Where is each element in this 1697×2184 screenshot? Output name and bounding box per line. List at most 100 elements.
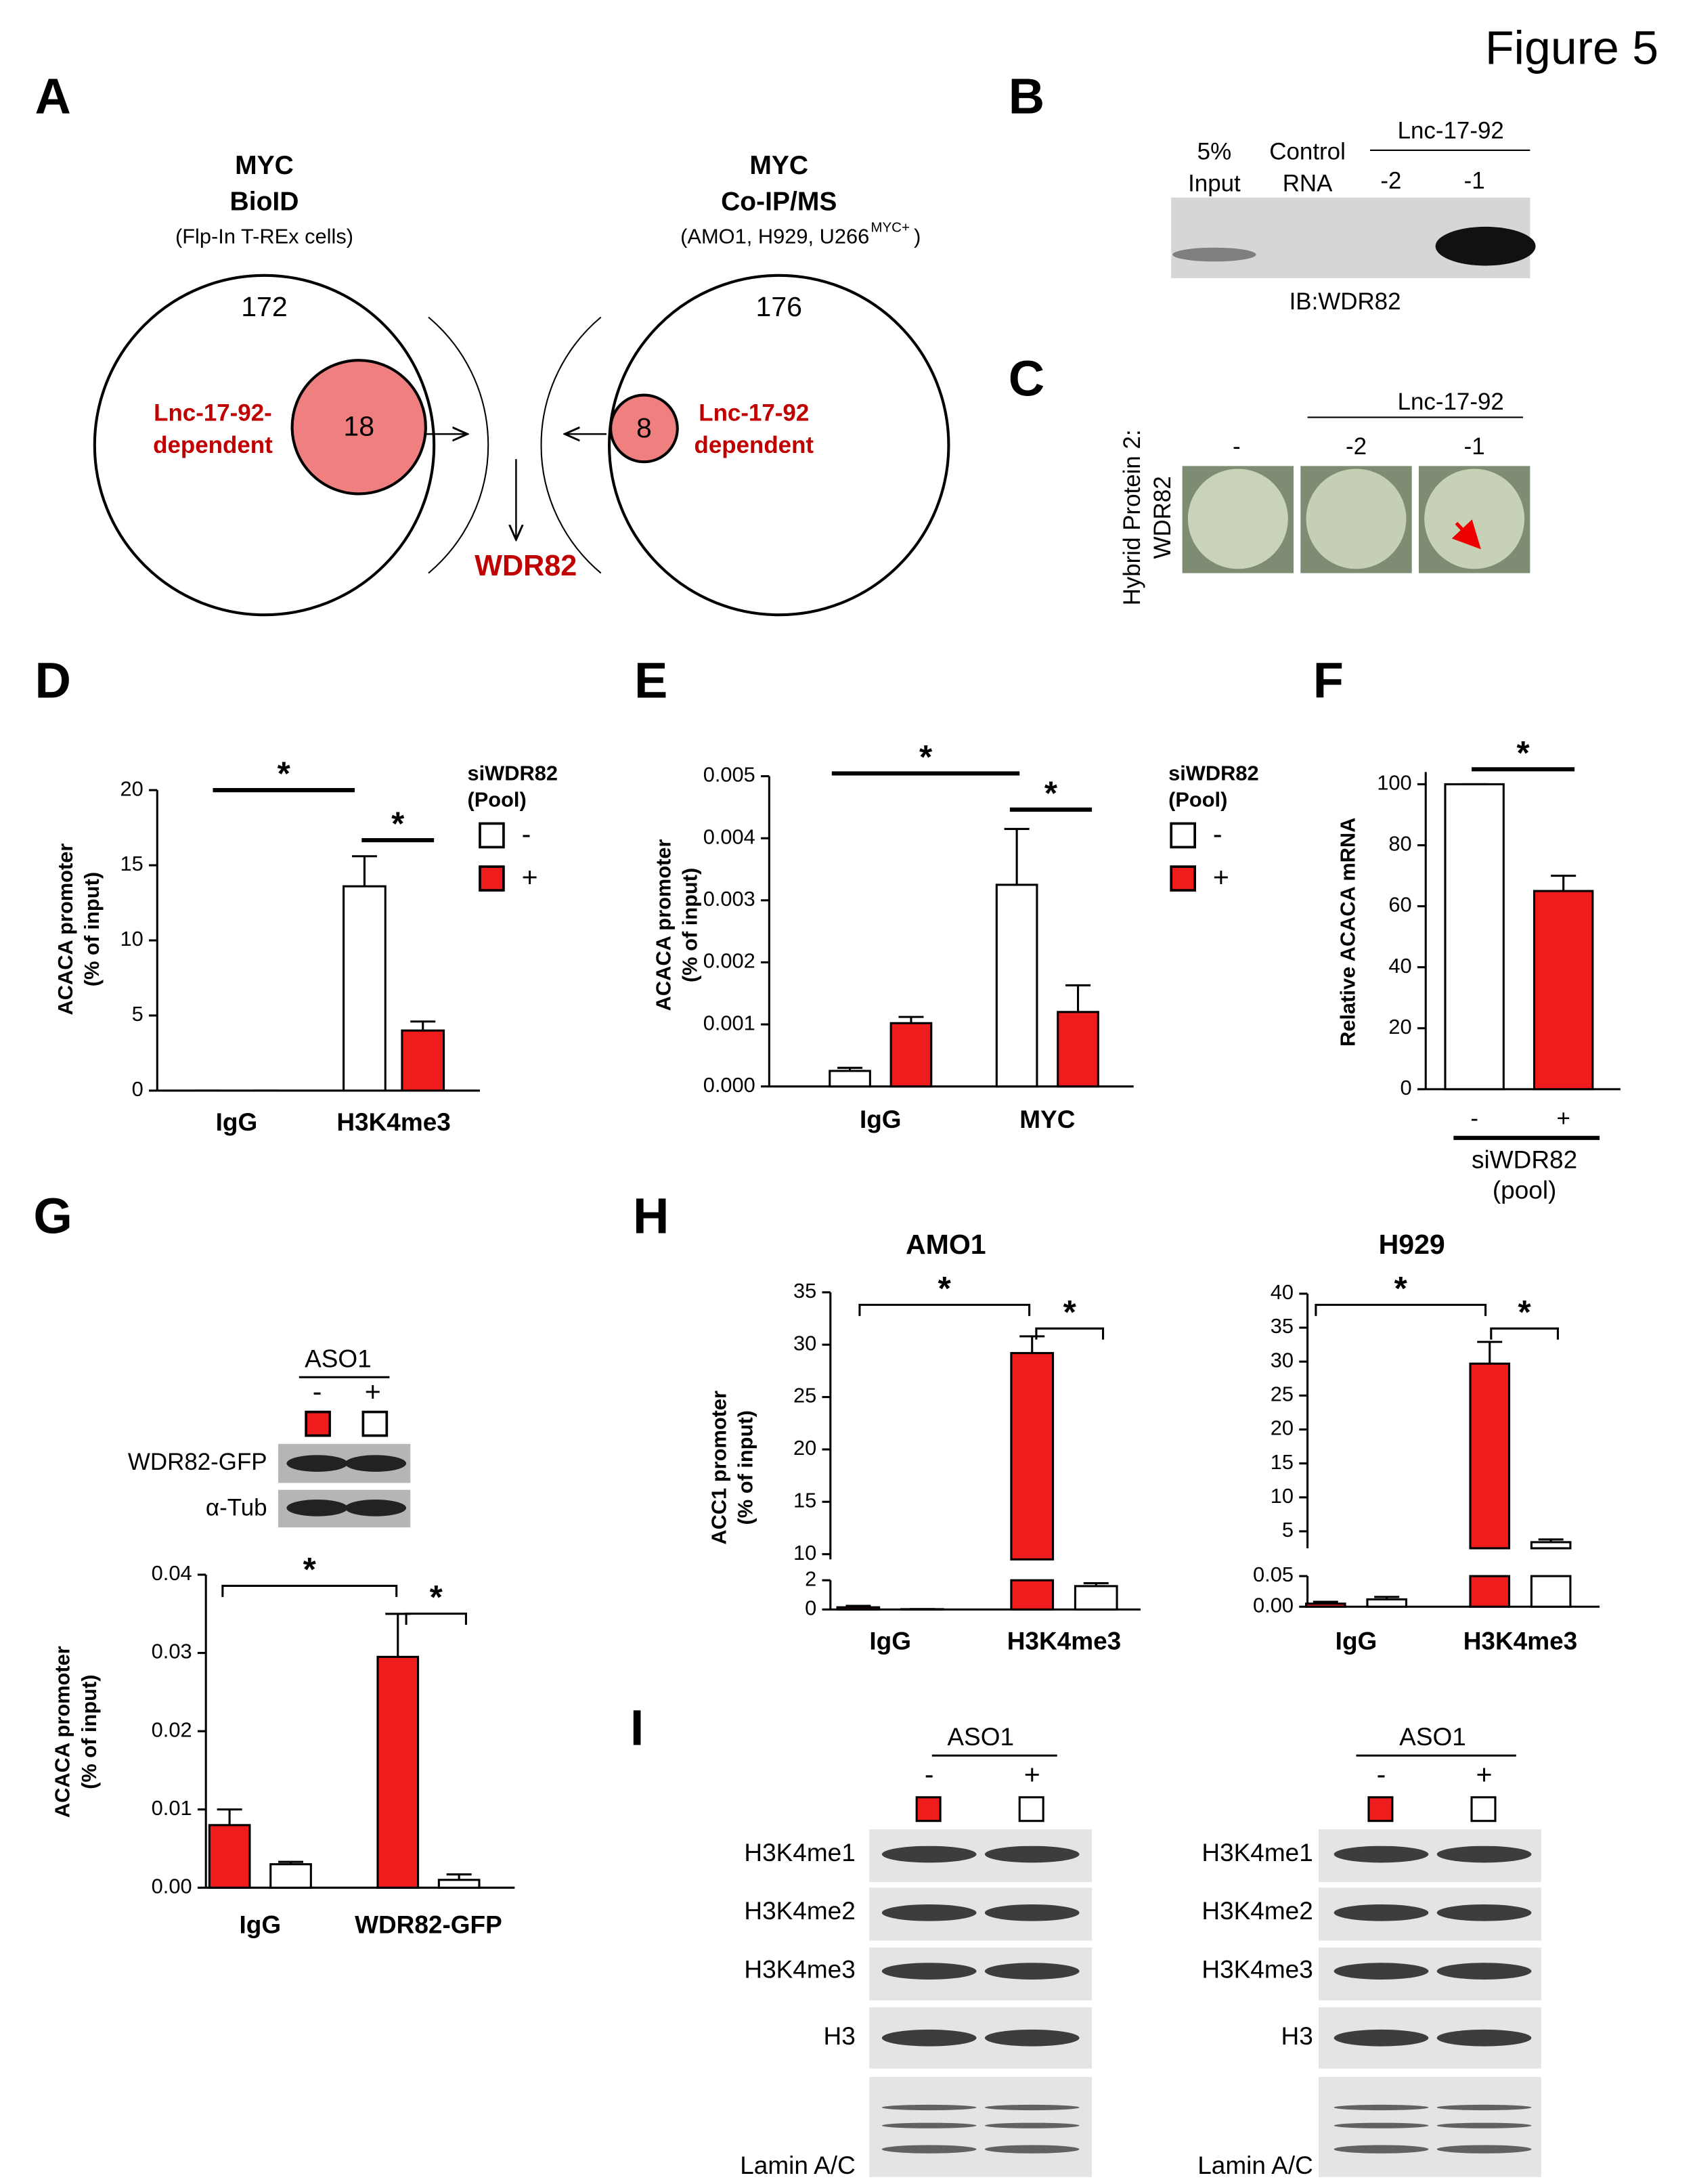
y-tick-label: 40 — [1271, 1280, 1294, 1304]
band — [881, 2104, 977, 2111]
venn-circle — [93, 274, 436, 617]
bar — [1469, 1362, 1511, 1550]
label: H3 — [1281, 2022, 1313, 2050]
chart-title: H929 — [1379, 1229, 1445, 1260]
label: ASO1 — [947, 1723, 1014, 1751]
bar — [401, 1029, 445, 1092]
y-tick-label: 80 — [1388, 832, 1411, 856]
significance-star: * — [1516, 735, 1530, 772]
band — [1436, 1904, 1532, 1921]
panel-label: G — [33, 1188, 72, 1244]
bar — [1444, 783, 1505, 1091]
legend-box — [1170, 865, 1196, 892]
label: H3K4me2 — [744, 1897, 855, 1925]
band — [345, 1500, 407, 1516]
bar — [437, 1879, 481, 1889]
y-tick-label: 0.003 — [703, 887, 755, 911]
bar — [836, 1606, 881, 1611]
error-bar — [898, 1015, 924, 1024]
legend-title: (Pool) — [467, 788, 526, 812]
x-tick-label: MYC — [1019, 1106, 1075, 1133]
colony — [1187, 468, 1288, 569]
y-tick-label: 5 — [132, 1002, 144, 1026]
error-bar — [837, 1066, 863, 1071]
y-tick-label: 20 — [793, 1436, 816, 1460]
label: - — [1233, 433, 1241, 460]
panel-label: H — [633, 1188, 669, 1244]
significance-star: * — [1394, 1270, 1408, 1307]
label: H3K4me1 — [1202, 1839, 1313, 1866]
yeast-plates — [1182, 416, 1530, 573]
panel-label: F — [1313, 652, 1344, 708]
legend-box — [1470, 1796, 1497, 1822]
error-bar — [1019, 1335, 1045, 1353]
y-tick-label: 0.00 — [152, 1874, 192, 1898]
y-tick-label: 15 — [120, 852, 143, 875]
label: Control — [1269, 138, 1346, 165]
blot-g — [278, 1443, 411, 1528]
significance-line — [1035, 1327, 1105, 1340]
label: H3K4me1 — [744, 1839, 855, 1866]
legend-box — [1170, 822, 1196, 849]
band — [881, 1846, 977, 1863]
bar — [1469, 1575, 1511, 1608]
panel-label: D — [35, 652, 70, 708]
y-tick-label: 0.00 — [1253, 1593, 1294, 1617]
y-axis-label: ACACA promoter — [53, 844, 77, 1015]
legend-title: siWDR82 — [467, 762, 558, 785]
error-bar — [845, 1604, 871, 1608]
label: + — [1024, 1759, 1040, 1790]
label: -2 — [1380, 167, 1401, 194]
blots-i — [869, 1829, 1541, 2177]
label: Input — [1188, 171, 1241, 197]
band — [1334, 2122, 1429, 2128]
band — [984, 2029, 1080, 2047]
venn-arc — [428, 316, 489, 574]
y-tick-label: 0 — [132, 1077, 144, 1101]
x-tick-label: H3K4me3 — [336, 1108, 451, 1136]
bar — [376, 1655, 420, 1889]
panel-label: B — [1009, 68, 1044, 124]
label: MYC — [235, 151, 294, 180]
error-bar — [410, 1020, 436, 1031]
y-tick-label: 0.004 — [703, 825, 755, 848]
band — [1334, 1904, 1429, 1921]
y-tick-label: 25 — [1271, 1382, 1294, 1405]
legend-box — [1367, 1796, 1394, 1822]
venn-circle — [608, 274, 950, 617]
blot-b — [1171, 149, 1536, 278]
band — [286, 1500, 348, 1516]
y-tick-label: 5 — [1282, 1518, 1294, 1542]
label: Lnc-17-92- — [154, 400, 272, 427]
label: ) — [914, 225, 921, 248]
y-tick-label: 30 — [1271, 1348, 1294, 1372]
label: WDR82-GFP — [128, 1449, 267, 1475]
error-bar — [1313, 1600, 1338, 1604]
y-tick-label: 35 — [793, 1279, 816, 1303]
label: MYC — [749, 151, 808, 180]
red-arrow — [1451, 519, 1481, 550]
y-tick-label: 15 — [1271, 1450, 1294, 1474]
bar — [1010, 1352, 1055, 1560]
bar — [208, 1824, 251, 1889]
band — [881, 2145, 977, 2154]
label: WDR82 — [1149, 476, 1176, 559]
label: H3 — [824, 2022, 856, 2050]
band — [984, 2104, 1080, 2111]
label: Lamin A/C — [740, 2152, 856, 2179]
label: H3K4me3 — [744, 1955, 855, 1983]
y-tick-label: 10 — [1271, 1484, 1294, 1508]
band — [881, 2122, 977, 2128]
significance-line — [1490, 1327, 1559, 1340]
significance-line — [858, 1303, 1031, 1316]
label: (Flp-In T-REx cells) — [175, 225, 353, 248]
bar — [1366, 1598, 1408, 1608]
label: (AMO1, H929, U266 — [680, 225, 869, 248]
band — [1334, 2104, 1429, 2111]
legend-label: - — [522, 818, 531, 850]
legend-title: siWDR82 — [1168, 762, 1259, 785]
y-tick-label: 0.001 — [703, 1011, 755, 1034]
y-axis-label: Relative ACACA mRNA — [1336, 817, 1359, 1046]
significance-line — [221, 1584, 398, 1597]
